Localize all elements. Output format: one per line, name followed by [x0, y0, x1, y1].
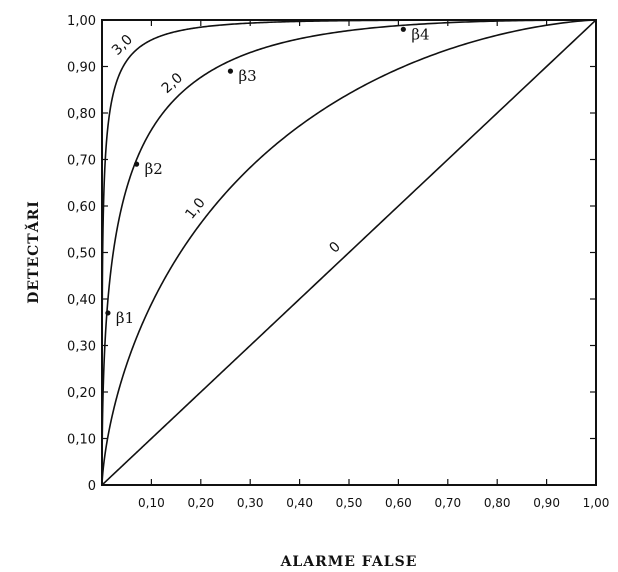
roc-curve-1-0 — [101, 19, 597, 485]
x-tick-label: 0,90 — [533, 496, 560, 510]
y-axis-ticks: 0 0,10 0,20 0,30 0,40 0,50 0,60 0,70 0,80 0,90 1,0… — [67, 14, 596, 494]
criterion-point — [400, 26, 406, 32]
x-tick-label: 0,60 — [385, 496, 412, 510]
roc-curves — [101, 19, 597, 486]
y-tick-label: 0,30 — [67, 340, 96, 355]
y-axis-title: DETECTĂRI — [24, 200, 42, 304]
curve-label: 0 — [326, 239, 343, 257]
x-tick-label: 0,70 — [434, 496, 461, 510]
x-axis-title: ALARME FALSE — [280, 554, 418, 570]
y-tick-label: 0,40 — [67, 293, 96, 308]
y-tick-label: 0,90 — [67, 61, 96, 76]
x-tick-label: 0,40 — [286, 496, 313, 510]
y-tick-label: 0,10 — [67, 433, 96, 448]
y-tick-label: 1,00 — [67, 14, 96, 29]
criterion-point — [133, 161, 140, 167]
y-tick-label: 0,70 — [67, 154, 96, 169]
x-tick-label: 1,00 — [583, 496, 610, 510]
roc-curve-3-0 — [101, 19, 596, 485]
criterion-label: β3 — [238, 67, 256, 85]
criterion-point — [105, 310, 111, 316]
y-tick-label: 0,50 — [67, 247, 96, 262]
criterion-label: β2 — [145, 160, 163, 178]
criterion-points: β1 β2 β3 β4 — [105, 25, 430, 327]
roc-curve-2-0 — [101, 19, 596, 485]
criterion-point — [227, 68, 234, 74]
x-tick-label: 0,50 — [336, 496, 363, 510]
y-tick-label: 0 — [88, 479, 96, 494]
y-tick-label: 0,20 — [67, 386, 96, 401]
criterion-label: β4 — [411, 25, 429, 43]
y-tick-label: 0,60 — [67, 200, 96, 215]
x-axis-ticks: 0,10 0,20 0,30 0,40 0,50 0,60 0,70 0,80 0,90 1,00 — [138, 20, 609, 510]
x-tick-label: 0,10 — [138, 496, 165, 510]
criterion-label: β1 — [116, 309, 134, 327]
x-tick-label: 0,20 — [187, 496, 214, 510]
roc-curve-0 — [101, 19, 597, 486]
x-tick-label: 0,30 — [237, 496, 264, 510]
x-tick-label: 0,80 — [484, 496, 511, 510]
y-tick-label: 0,80 — [67, 107, 96, 122]
